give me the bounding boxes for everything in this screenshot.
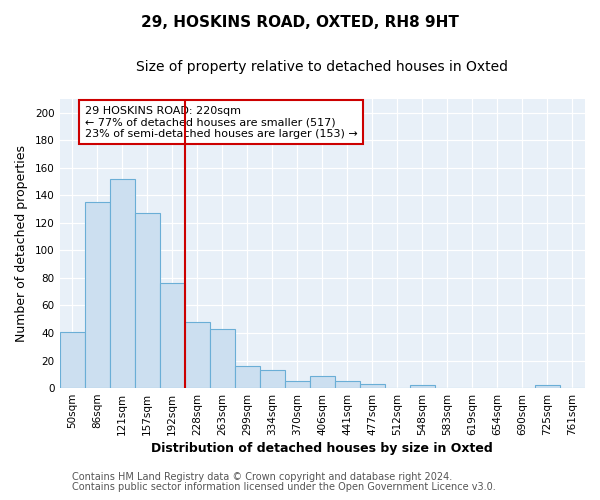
Text: 29, HOSKINS ROAD, OXTED, RH8 9HT: 29, HOSKINS ROAD, OXTED, RH8 9HT: [141, 15, 459, 30]
Bar: [410, 386, 435, 388]
Bar: [160, 284, 185, 388]
Bar: [310, 376, 335, 388]
Bar: [110, 178, 134, 388]
Title: Size of property relative to detached houses in Oxted: Size of property relative to detached ho…: [136, 60, 508, 74]
Bar: [134, 213, 160, 388]
Bar: [260, 370, 285, 388]
Bar: [360, 384, 385, 388]
X-axis label: Distribution of detached houses by size in Oxted: Distribution of detached houses by size …: [151, 442, 493, 455]
Text: Contains HM Land Registry data © Crown copyright and database right 2024.: Contains HM Land Registry data © Crown c…: [72, 472, 452, 482]
Y-axis label: Number of detached properties: Number of detached properties: [15, 145, 28, 342]
Bar: [185, 322, 209, 388]
Bar: [285, 381, 310, 388]
Bar: [235, 366, 260, 388]
Text: Contains public sector information licensed under the Open Government Licence v3: Contains public sector information licen…: [72, 482, 496, 492]
Bar: [59, 332, 85, 388]
Bar: [535, 386, 560, 388]
Bar: [209, 329, 235, 388]
Bar: [85, 202, 110, 388]
Text: 29 HOSKINS ROAD: 220sqm
← 77% of detached houses are smaller (517)
23% of semi-d: 29 HOSKINS ROAD: 220sqm ← 77% of detache…: [85, 106, 358, 139]
Bar: [335, 381, 360, 388]
